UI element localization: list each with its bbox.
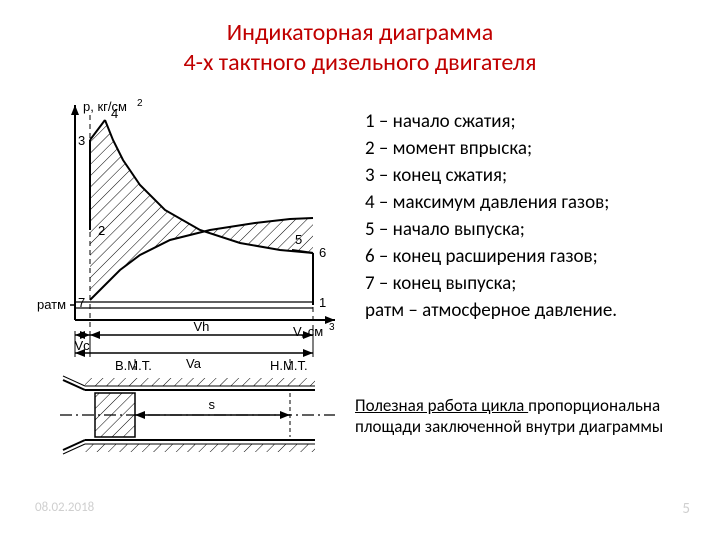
footer-date: 08.02.2018 <box>35 500 94 515</box>
svg-text:ратм: ратм <box>37 297 66 312</box>
svg-text:2: 2 <box>98 223 105 238</box>
page-number: 5 <box>682 500 690 518</box>
svg-text:7: 7 <box>78 295 85 310</box>
legend-item: 7 – конец выпуска; <box>365 272 705 295</box>
svg-text:1: 1 <box>319 295 326 310</box>
indicator-diagram: 1234567р, кг/см2V, см3ратмVcVhVaВ.М.Т.Н.… <box>35 95 355 475</box>
svg-text:Va: Va <box>186 356 202 371</box>
svg-text:Vh: Vh <box>194 319 210 334</box>
page-title: Индикаторная диаграмма 4-х тактного дизе… <box>0 18 720 78</box>
svg-text:2: 2 <box>137 98 143 109</box>
legend-item: 4 – максимум давления газов; <box>365 191 705 214</box>
svg-text:3: 3 <box>78 133 85 148</box>
svg-text:6: 6 <box>319 245 326 260</box>
svg-text:3: 3 <box>329 322 335 333</box>
svg-text:5: 5 <box>295 232 302 247</box>
svg-text:s: s <box>209 397 216 412</box>
legend-item: 3 – конец сжатия; <box>365 164 705 187</box>
legend-list: 1 – начало сжатия; 2 – момент впрыска; 3… <box>365 110 705 326</box>
title-line-1: Индикаторная диаграмма <box>227 18 493 47</box>
legend-item: 2 – момент впрыска; <box>365 137 705 160</box>
note-text: Полезная работа цикла пропорциональна пл… <box>355 395 715 438</box>
svg-text:Н.М.Т.: Н.М.Т. <box>270 358 308 373</box>
legend-item: 5 – начало выпуска; <box>365 218 705 241</box>
svg-text:р, кг/см: р, кг/см <box>83 99 127 114</box>
title-line-2: 4-х тактного дизельного двигателя <box>183 48 536 77</box>
legend-item: ратм – атмосферное давление. <box>365 299 705 322</box>
legend-item: 1 – начало сжатия; <box>365 110 705 133</box>
legend-item: 6 – конец расширения газов; <box>365 245 705 268</box>
note-underlined: Полезная работа цикла <box>355 395 528 416</box>
svg-text:В.М.Т.: В.М.Т. <box>115 358 152 373</box>
